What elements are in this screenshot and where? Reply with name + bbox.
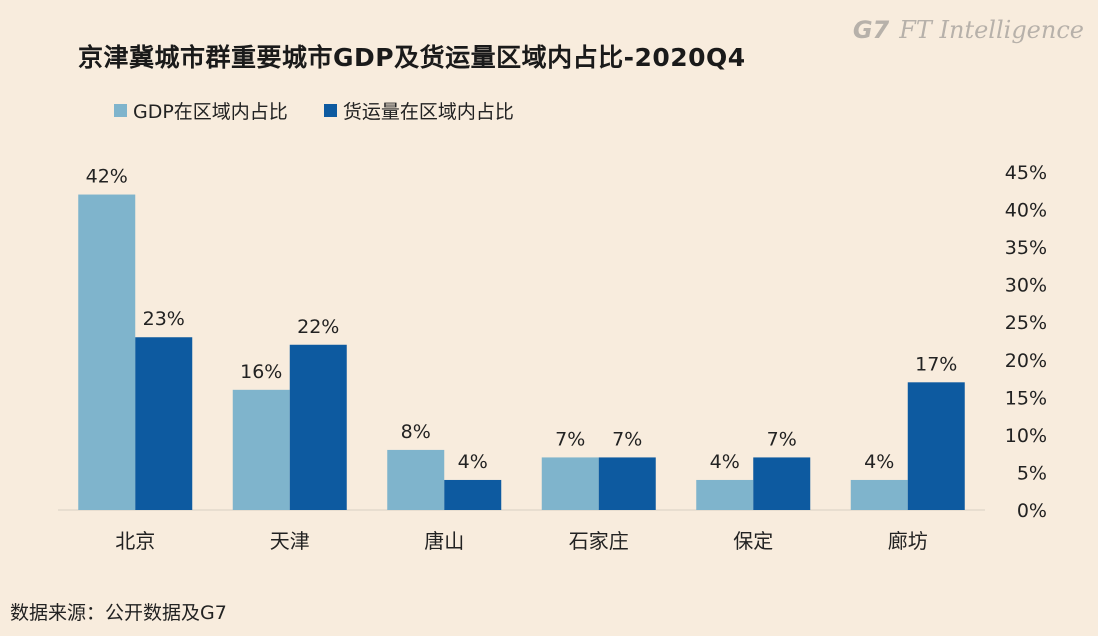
x-tick-label-1: 天津 (270, 529, 310, 553)
data-label-freight-5: 17% (915, 353, 957, 375)
bar-freight-5 (907, 382, 965, 510)
legend-item-freight: 货运量在区域内占比 (323, 97, 514, 124)
brand-name: FT Intelligence (899, 16, 1084, 44)
data-label-freight-2: 4% (458, 451, 488, 473)
legend-swatch-gdp (114, 104, 127, 117)
legend-label-gdp: GDP在区域内占比 (133, 101, 288, 123)
legend-item-gdp: GDP在区域内占比 (114, 97, 288, 124)
y-tick-label-8: 40% (1005, 200, 1047, 222)
data-label-gdp-5: 4% (864, 451, 894, 473)
legend-label-freight: 货运量在区域内占比 (342, 101, 514, 123)
y-tick-label-2: 10% (1005, 425, 1047, 447)
data-label-gdp-3: 7% (555, 428, 585, 450)
x-tick-label-3: 石家庄 (569, 529, 629, 553)
data-label-freight-0: 23% (143, 308, 185, 330)
x-tick-label-2: 唐山 (424, 529, 464, 553)
chart-legend: GDP在区域内占比 货运量在区域内占比 (114, 97, 514, 124)
x-tick-label-0: 北京 (115, 529, 155, 553)
y-tick-label-5: 25% (1005, 312, 1047, 334)
y-tick-label-0: 0% (1017, 500, 1047, 522)
x-tick-label-5: 廊坊 (888, 529, 928, 553)
bar-gdp-1 (232, 389, 290, 510)
bar-gdp-2 (387, 449, 445, 510)
data-source: 数据来源：公开数据及G7 (10, 602, 227, 624)
y-tick-label-4: 20% (1005, 350, 1047, 372)
bar-freight-0 (135, 337, 193, 510)
y-tick-label-9: 45% (1005, 162, 1047, 184)
data-label-gdp-0: 42% (86, 166, 128, 188)
data-label-gdp-4: 4% (710, 451, 740, 473)
y-tick-label-3: 15% (1005, 387, 1047, 409)
y-tick-label-6: 30% (1005, 275, 1047, 297)
bar-freight-1 (289, 344, 347, 510)
bar-gdp-5 (850, 479, 908, 510)
data-label-gdp-2: 8% (401, 421, 431, 443)
bar-freight-3 (598, 457, 656, 510)
bar-freight-2 (444, 479, 502, 510)
bar-gdp-0 (78, 194, 136, 511)
bar-gdp-3 (541, 457, 599, 510)
bar-freight-4 (753, 457, 811, 510)
bar-gdp-4 (696, 479, 754, 510)
chart-title: 京津冀城市群重要城市GDP及货运量区域内占比-2020Q4 (78, 43, 746, 72)
data-label-freight-1: 22% (297, 316, 339, 338)
data-label-freight-4: 7% (767, 428, 797, 450)
legend-swatch-freight (323, 104, 337, 117)
brand-g7: G7 (852, 16, 890, 44)
brand-logo: G7 FT Intelligence (853, 16, 1084, 44)
data-label-gdp-1: 16% (240, 361, 282, 383)
data-label-freight-3: 7% (612, 428, 642, 450)
y-tick-label-1: 5% (1017, 462, 1047, 484)
y-tick-label-7: 35% (1005, 237, 1047, 259)
x-tick-label-4: 保定 (733, 529, 773, 553)
